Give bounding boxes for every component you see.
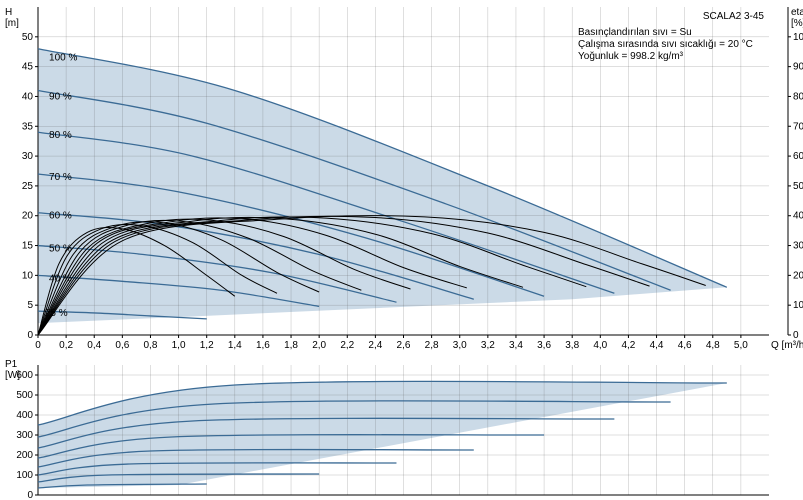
svg-text:0: 0 [35, 340, 41, 351]
svg-text:3,4: 3,4 [509, 340, 523, 351]
svg-text:20: 20 [22, 211, 34, 222]
svg-text:4,2: 4,2 [621, 340, 635, 351]
svg-text:SCALA2 3-45: SCALA2 3-45 [703, 11, 765, 22]
svg-text:300: 300 [16, 430, 33, 441]
svg-text:3,0: 3,0 [453, 340, 467, 351]
svg-text:0,6: 0,6 [115, 340, 129, 351]
svg-text:20: 20 [793, 270, 803, 281]
svg-text:2,6: 2,6 [397, 340, 411, 351]
svg-text:1,2: 1,2 [200, 340, 214, 351]
svg-text:Çalışma sırasında sıvı sıcaklı: Çalışma sırasında sıvı sıcaklığı = 20 °C [578, 39, 753, 50]
svg-text:4,0: 4,0 [593, 340, 607, 351]
svg-text:0,2: 0,2 [59, 340, 73, 351]
svg-text:4,4: 4,4 [650, 340, 664, 351]
svg-text:100: 100 [793, 32, 803, 43]
svg-text:100: 100 [16, 470, 33, 481]
svg-text:2,0: 2,0 [312, 340, 326, 351]
svg-text:15: 15 [22, 241, 34, 252]
svg-text:2,8: 2,8 [425, 340, 439, 351]
svg-text:30: 30 [22, 151, 34, 162]
svg-text:60 %: 60 % [49, 211, 72, 222]
svg-text:500: 500 [16, 390, 33, 401]
chart-svg: 100 %90 %80 %70 %60 %50 %40 %25 %0510152… [0, 0, 803, 500]
svg-text:Basınçlandırılan sıvı = Su: Basınçlandırılan sıvı = Su [578, 27, 692, 38]
svg-text:90 %: 90 % [49, 91, 72, 102]
svg-text:5: 5 [27, 300, 33, 311]
svg-text:70: 70 [793, 121, 803, 132]
svg-text:400: 400 [16, 410, 33, 421]
svg-text:2,2: 2,2 [340, 340, 354, 351]
svg-text:5,0: 5,0 [734, 340, 748, 351]
svg-text:50: 50 [22, 32, 34, 43]
svg-text:25: 25 [22, 181, 34, 192]
svg-text:0: 0 [27, 490, 33, 500]
svg-text:10: 10 [22, 270, 34, 281]
svg-text:[m]: [m] [5, 18, 19, 29]
svg-text:50: 50 [793, 181, 803, 192]
svg-text:60: 60 [793, 151, 803, 162]
svg-text:40: 40 [22, 91, 34, 102]
svg-text:80: 80 [793, 91, 803, 102]
svg-text:0,8: 0,8 [144, 340, 158, 351]
svg-text:1,0: 1,0 [172, 340, 186, 351]
svg-text:1,4: 1,4 [228, 340, 242, 351]
svg-text:3,2: 3,2 [481, 340, 495, 351]
svg-text:3,8: 3,8 [565, 340, 579, 351]
svg-text:70 %: 70 % [49, 172, 72, 183]
svg-text:4,8: 4,8 [706, 340, 720, 351]
svg-text:90: 90 [793, 62, 803, 73]
svg-text:100 %: 100 % [49, 53, 77, 64]
svg-text:0,4: 0,4 [87, 340, 101, 351]
svg-text:30: 30 [793, 241, 803, 252]
svg-text:[%]: [%] [791, 18, 803, 29]
svg-text:80 %: 80 % [49, 130, 72, 141]
svg-text:0: 0 [27, 330, 33, 341]
svg-text:3,6: 3,6 [537, 340, 551, 351]
svg-text:H: H [5, 7, 12, 18]
svg-text:35: 35 [22, 121, 34, 132]
svg-text:2,4: 2,4 [368, 340, 382, 351]
svg-text:1,8: 1,8 [284, 340, 298, 351]
svg-text:10: 10 [793, 300, 803, 311]
svg-text:45: 45 [22, 62, 34, 73]
svg-text:eta: eta [791, 7, 803, 18]
svg-text:200: 200 [16, 450, 33, 461]
svg-text:Yoğunluk = 998.2 kg/m³: Yoğunluk = 998.2 kg/m³ [578, 51, 684, 62]
svg-text:1,6: 1,6 [256, 340, 270, 351]
svg-text:[W]: [W] [5, 370, 20, 381]
svg-text:P1: P1 [5, 359, 18, 370]
svg-text:4,6: 4,6 [678, 340, 692, 351]
svg-text:40: 40 [793, 211, 803, 222]
svg-text:Q [m³/h]: Q [m³/h] [771, 340, 803, 351]
pump-curve-chart: 100 %90 %80 %70 %60 %50 %40 %25 %0510152… [0, 0, 803, 500]
